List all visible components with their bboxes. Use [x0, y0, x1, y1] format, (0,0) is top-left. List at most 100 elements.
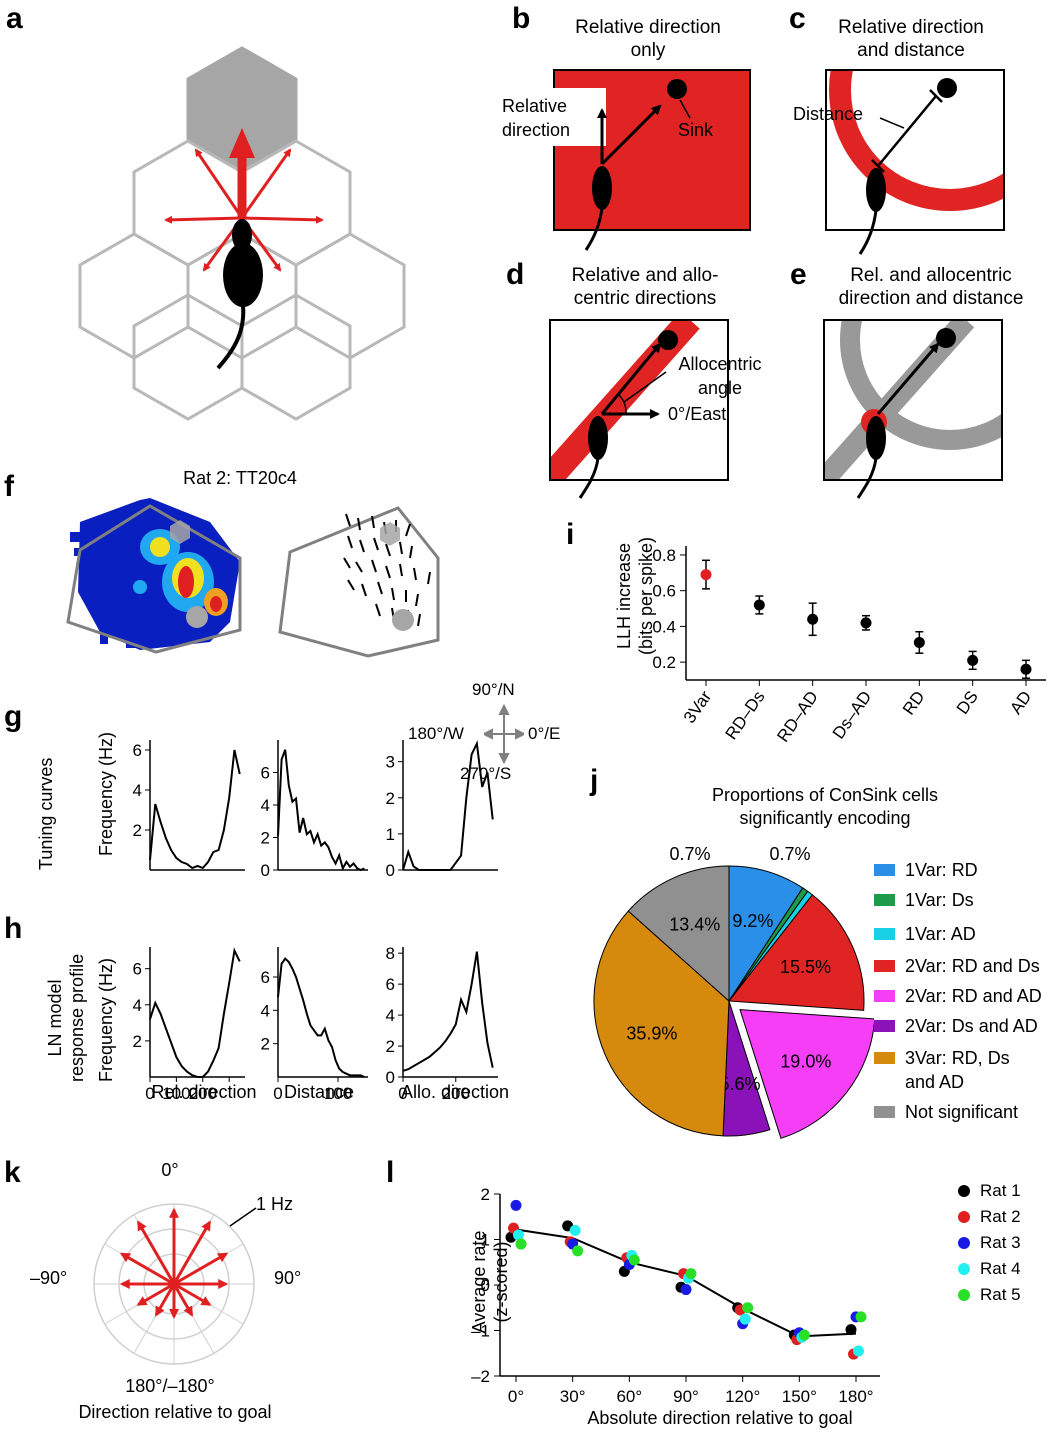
y-tick-label: 2: [261, 1035, 270, 1054]
firing-rate-heatmap: [70, 498, 240, 650]
legend-label: 1Var: Ds: [905, 889, 974, 910]
legend-label: 2Var: RD and Ds: [905, 955, 1040, 976]
legend-item: 1Var: AD: [874, 922, 976, 946]
tuning-curve-line: [149, 947, 241, 1078]
y-tick-label: 1: [386, 825, 395, 844]
x-tick-label: 60°: [616, 1387, 642, 1406]
tuning-curve-line: [402, 740, 494, 871]
y-tick-label: 2: [261, 829, 270, 848]
rat-legend-label: Rat 4: [980, 1259, 1021, 1278]
data-point: [700, 569, 712, 581]
legend-label: Not significant: [905, 1101, 1019, 1122]
panel-k-polar: [93, 1203, 257, 1365]
rat-legend-dot: [958, 1185, 970, 1197]
panel-e-diagram: [823, 319, 1003, 499]
y-tick-label: 6: [386, 975, 395, 994]
rat-legend-label: Rat 1: [980, 1181, 1021, 1200]
rat-legend-label: Rat 2: [980, 1207, 1021, 1226]
panel-d-diagram: [549, 319, 729, 499]
polar-arrow-shaft: [120, 1252, 175, 1286]
panel-d-title: Relative and allo- centric directions: [571, 265, 719, 309]
legend-swatch: [874, 1106, 895, 1118]
x-tick-label: 0°: [508, 1387, 524, 1406]
allocentric-angle-label: Allocentric angle: [678, 354, 762, 398]
x-tick-label: Ds–AD: [829, 687, 875, 742]
tuning-curve-line: [277, 749, 365, 872]
rat-legend-dot: [958, 1263, 970, 1275]
y-tick-label: 6: [261, 764, 270, 783]
x-tick-label: 200: [189, 1084, 217, 1103]
legend-label: 2Var: Ds and AD: [905, 1015, 1038, 1036]
east-label: 0°/East: [668, 404, 727, 424]
pie-slice: [593, 910, 730, 1137]
panel-label-f: f: [4, 470, 14, 503]
compass-north: 90°/N: [472, 680, 515, 699]
x-tick-label: 100: [324, 1084, 352, 1103]
y-tick-label: –2: [471, 1367, 490, 1386]
data-point: [1020, 663, 1032, 675]
distance-label: Distance: [793, 104, 864, 124]
y-tick-label: 6: [133, 960, 142, 979]
compass-east: 0°/E: [528, 724, 561, 743]
panel-l-ylabel: Average rate (z-scored): [469, 1230, 511, 1334]
pie-slice-label: 19.0%: [780, 1051, 831, 1071]
panel-label-k: k: [4, 1156, 21, 1189]
rat-legend-label: Rat 5: [980, 1285, 1021, 1304]
compass-west: 180°/W: [408, 724, 464, 743]
rat-data-point: [845, 1324, 857, 1336]
polar-title: Direction relative to goal: [78, 1402, 272, 1422]
y-tick-label: 4: [133, 996, 142, 1015]
polar-arrow-head: [200, 1296, 212, 1306]
panel-c-title: Relative direction and distance: [838, 17, 984, 61]
y-tick-label: 0: [386, 861, 395, 880]
legend-label: 1Var: RD: [905, 859, 978, 880]
direction-arrows: [164, 136, 324, 294]
rat-legend-item: Rat 3: [958, 1232, 1021, 1254]
pie-slice: [739, 1009, 874, 1139]
y-tick-label: 2: [133, 1032, 142, 1051]
panel-c-diagram: [825, 69, 1005, 255]
y-tick-label: 0: [481, 1276, 490, 1295]
pie-slice-label: 0.7%: [669, 844, 710, 864]
polar-label-bottom: 180°/–180°: [125, 1376, 215, 1396]
polar-arrow-head: [183, 1305, 193, 1317]
polar-label-top: 0°: [161, 1160, 179, 1180]
pie-slice-label: 0.7%: [769, 844, 810, 864]
panel-label-l: l: [386, 1156, 395, 1189]
legend-label: 3Var: RD, Ds and AD: [905, 1048, 1010, 1092]
pie-slice-label: 15.5%: [780, 957, 831, 977]
panel-j-pie: 9.2% 15.5% 19.0% 5.6% 35.9% 13.4% 0.7% 0.7%: [593, 844, 874, 1139]
panel-b-title: Relative direction only: [575, 17, 721, 61]
y-tick-label: 0: [386, 1068, 395, 1087]
polar-arrow-shaft: [172, 1221, 212, 1285]
h-xlabel-distance: Distance: [283, 1082, 355, 1102]
sink-label: Sink: [678, 120, 714, 140]
x-tick-label: 90°: [673, 1387, 699, 1406]
rat-data-point: [739, 1313, 751, 1325]
rat-data-point: [798, 1329, 810, 1341]
rat-data-point: [510, 1199, 522, 1211]
rat-data-point: [513, 1229, 524, 1241]
rat-data-point: [628, 1254, 640, 1266]
pie-slice-label: 9.2%: [732, 911, 773, 931]
legend-swatch: [874, 990, 895, 1002]
rat-legend-dot: [958, 1211, 970, 1223]
legend-item: 1Var: RD: [874, 858, 978, 882]
data-point: [860, 617, 872, 629]
data-point: [967, 654, 979, 666]
pie-slice: [728, 894, 865, 1011]
y-tick-label: –1: [471, 1322, 490, 1341]
legend-label: 2Var: RD and AD: [905, 985, 1042, 1006]
x-tick-label: 200: [442, 1084, 470, 1103]
x-tick-label: 3Var: [680, 687, 716, 727]
legend-swatch: [874, 1052, 895, 1064]
legend-swatch: [874, 894, 895, 906]
legend-swatch: [874, 1020, 895, 1032]
polar-label-right: 90°: [274, 1268, 302, 1288]
legend-item: 2Var: Ds and AD: [874, 1014, 1038, 1038]
pie-slice-label: 13.4%: [669, 915, 720, 935]
y-tick-label: 0.8: [652, 546, 676, 565]
panel-b-diagram: [520, 69, 751, 251]
